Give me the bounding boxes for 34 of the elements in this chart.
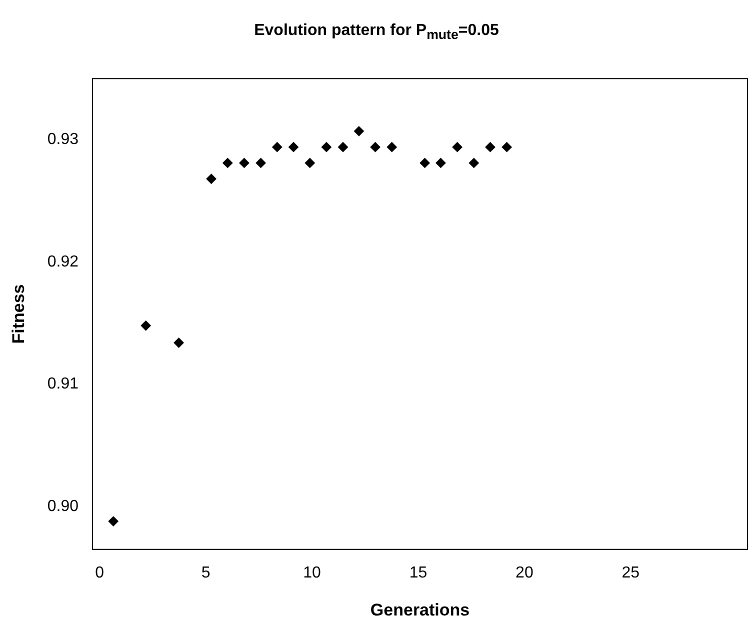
y-axis-title: Fitness [8,284,28,344]
point [288,142,299,152]
point [370,142,380,152]
point [468,158,479,168]
chart-title: Evolution pattern for P$_{mute}$=0.05 [253,22,500,42]
point [452,142,462,152]
point [354,126,364,136]
x-tick-label: 0 [95,564,104,582]
point [304,158,315,168]
y-tick-label: 0.90 [47,498,79,516]
point [386,142,397,152]
point [222,158,233,168]
point [174,338,184,348]
point [436,158,446,168]
y-tick-label: 0.93 [47,131,79,148]
x-axis-title: Generations [370,600,470,620]
point [338,142,348,152]
point [206,174,216,184]
y-tick-label: 0.92 [47,253,79,270]
point [108,516,118,526]
point [272,142,282,152]
x-tick-label: 10 [303,564,321,582]
y-tick-label: 0.91 [47,376,79,393]
point [502,142,512,152]
point [420,158,430,168]
point [321,142,332,152]
point [485,142,496,152]
x-tick-label: 5 [201,564,210,582]
x-tick-label: 20 [516,564,534,582]
point [256,158,266,168]
point [140,320,151,331]
x-tick-label: 15 [409,564,428,582]
x-tick-label: 25 [622,564,640,582]
point [239,158,250,168]
